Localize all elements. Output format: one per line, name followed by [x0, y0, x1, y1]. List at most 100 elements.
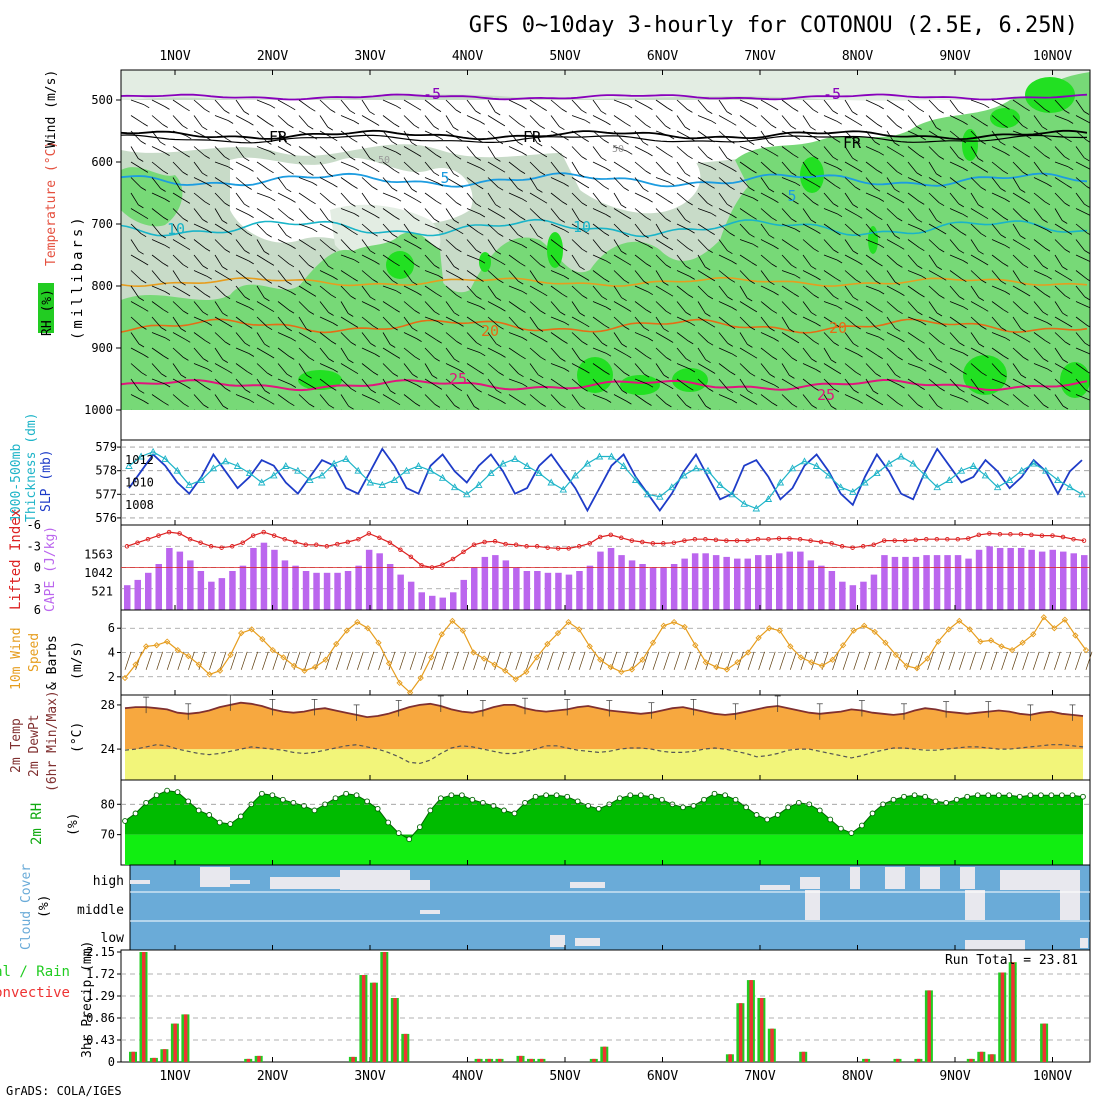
wind-barb-flag: [374, 214, 380, 219]
wind-barb: [403, 270, 413, 283]
wind-barb-flag: [517, 280, 524, 285]
wind-barb-flag: [1041, 126, 1048, 131]
rh-point: [964, 793, 971, 800]
wind-barb-flag: [348, 405, 354, 410]
wind-barb-flag: [500, 354, 506, 358]
thickness-point: [607, 452, 616, 460]
wind10m-point: [681, 623, 688, 631]
wind-barb: [949, 254, 964, 261]
wind-barb: [214, 316, 228, 325]
wind-barb-flag: [815, 276, 821, 281]
wind-barb: [907, 270, 922, 277]
wind10m-point: [935, 638, 942, 645]
wind-barb: [319, 378, 332, 388]
wind-barb-flag: [936, 173, 942, 178]
li-tick-label: 0: [34, 561, 41, 575]
slp-plot: [125, 447, 1086, 513]
wind-barb-flag: [226, 231, 233, 235]
wind-barb-flag: [289, 402, 295, 407]
day-label-top: 5NOV: [549, 49, 580, 64]
wind10m-point: [533, 654, 541, 661]
wind-barb-flag: [389, 344, 396, 348]
wind-barb: [739, 146, 754, 153]
wind-barb-flag: [224, 295, 231, 300]
li-point: [166, 529, 172, 535]
wind-barb-flag: [286, 234, 292, 239]
wind-barb: [760, 99, 774, 108]
pressure-tick-label: 800: [91, 279, 113, 293]
wind10m-barb: [885, 651, 892, 670]
wind-barb: [634, 146, 648, 154]
wind10m-point: [428, 654, 435, 661]
wind-barb: [235, 177, 247, 187]
wind10m-barb: [789, 651, 797, 670]
wind-barb: [886, 208, 898, 219]
wind-barb: [529, 192, 543, 201]
wind10m-barb: [1032, 651, 1040, 670]
wind10m-barb: [1001, 651, 1008, 670]
wind-barb: [844, 161, 858, 170]
wind-barb: [886, 115, 898, 126]
thickness-point: [1005, 476, 1014, 484]
wind-barb: [340, 115, 355, 122]
wind-barb-flag: [687, 340, 694, 345]
wind-barb: [298, 316, 307, 330]
wind-barb: [676, 332, 689, 342]
wind-barb: [970, 378, 980, 391]
wind-barb-flag: [143, 104, 150, 109]
wind-barb-flag: [478, 278, 484, 282]
wind-barb-flag: [1046, 368, 1053, 373]
thickness-point: [849, 487, 857, 495]
wind-barb: [340, 270, 353, 279]
wind-barb-flag: [412, 374, 418, 378]
wind-barb-flag: [729, 232, 735, 237]
wind-barb-flag: [372, 371, 379, 376]
wind-barb-flag: [395, 197, 402, 202]
cape-bar: [492, 555, 499, 610]
wind-barb-flag: [434, 265, 440, 269]
thickness-point: [487, 469, 495, 477]
wind-barb-flag: [1020, 235, 1026, 240]
rh-point: [469, 796, 476, 803]
wind-barb: [403, 115, 415, 126]
cloud-gap: [1000, 870, 1080, 890]
wind-barb: [298, 363, 307, 376]
wind-barb: [361, 301, 375, 308]
wind-barb: [802, 223, 816, 231]
wind-barb: [823, 146, 834, 158]
wind-barb: [634, 99, 648, 107]
li-point: [398, 547, 403, 553]
wind10m-barb: [367, 651, 375, 670]
temp-ylabel-1: 2m Temp: [9, 718, 24, 773]
precip-plot: [129, 952, 1049, 1062]
wind-barb: [1012, 394, 1024, 405]
wind-barb-flag: [1000, 234, 1007, 239]
wind-barb: [718, 223, 730, 234]
wind-barb: [277, 347, 290, 357]
wind-barb: [235, 99, 245, 112]
wind-barb-flag: [1022, 310, 1029, 315]
wind-barb: [823, 363, 837, 372]
wind-barb: [361, 316, 374, 327]
pressure-tick-label: 700: [91, 217, 113, 231]
wind-barb: [739, 254, 752, 263]
wind-barb-flag: [473, 406, 480, 410]
li-point: [450, 556, 456, 562]
wind-barb-flag: [310, 246, 316, 251]
wind-barb-flag: [1044, 247, 1051, 252]
wind-barb: [340, 347, 349, 361]
wind-barb-flag: [667, 339, 674, 343]
wind-barb: [172, 254, 184, 265]
wind10m-barb: [504, 651, 512, 670]
wind-barb-flag: [581, 295, 588, 299]
wind-barb: [529, 363, 539, 376]
wind-barb-flag: [815, 369, 821, 373]
rh-point: [648, 793, 655, 800]
wind-barb: [865, 146, 879, 153]
wind-barb: [382, 130, 393, 142]
wind-barb-flag: [982, 307, 989, 312]
precip-convective-bar: [477, 1058, 481, 1062]
wind10m-point: [385, 660, 393, 667]
wind-barb-flag: [437, 228, 444, 233]
wind-barb: [256, 192, 271, 199]
